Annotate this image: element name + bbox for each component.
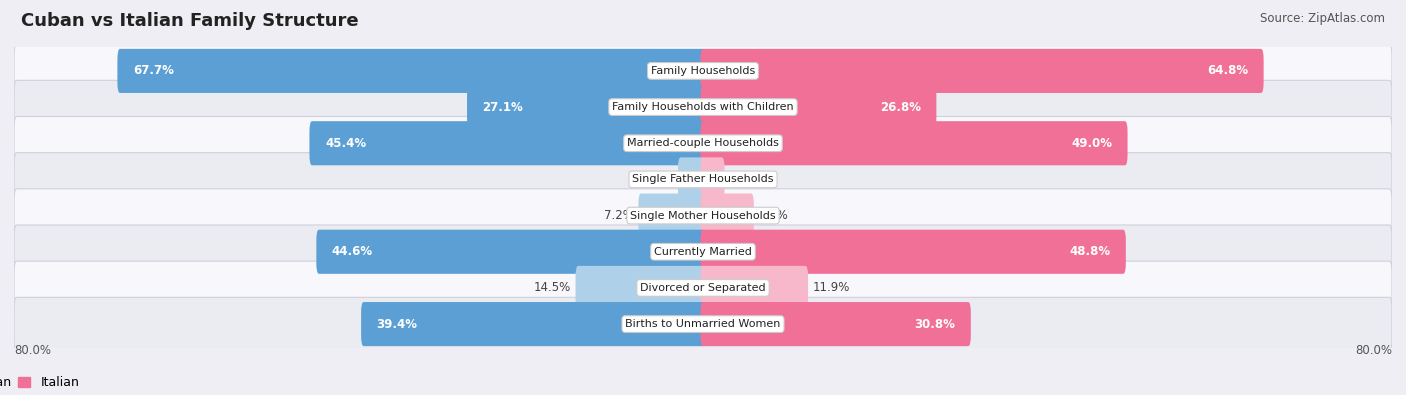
Text: 2.6%: 2.6% [644,173,673,186]
FancyBboxPatch shape [467,85,706,129]
Text: 80.0%: 80.0% [1355,344,1392,357]
FancyBboxPatch shape [700,266,808,310]
FancyBboxPatch shape [700,49,1264,93]
Legend: Cuban, Italian: Cuban, Italian [0,376,79,389]
Text: Single Father Households: Single Father Households [633,175,773,184]
Text: 48.8%: 48.8% [1069,245,1111,258]
Text: Family Households: Family Households [651,66,755,76]
FancyBboxPatch shape [117,49,706,93]
Text: Source: ZipAtlas.com: Source: ZipAtlas.com [1260,12,1385,25]
FancyBboxPatch shape [700,229,1126,274]
FancyBboxPatch shape [638,194,706,238]
FancyBboxPatch shape [700,157,724,201]
FancyBboxPatch shape [700,194,754,238]
FancyBboxPatch shape [14,44,1392,98]
Text: 64.8%: 64.8% [1206,64,1249,77]
Text: 30.8%: 30.8% [914,318,955,331]
Text: Single Mother Households: Single Mother Households [630,211,776,220]
FancyBboxPatch shape [14,261,1392,315]
Text: 80.0%: 80.0% [14,344,51,357]
Text: 45.4%: 45.4% [325,137,366,150]
Text: 27.1%: 27.1% [482,101,523,114]
Text: Family Households with Children: Family Households with Children [612,102,794,112]
Text: 7.2%: 7.2% [605,209,634,222]
Text: 39.4%: 39.4% [377,318,418,331]
Text: 5.6%: 5.6% [758,209,787,222]
FancyBboxPatch shape [316,229,706,274]
Text: 26.8%: 26.8% [880,101,921,114]
FancyBboxPatch shape [700,121,1128,166]
FancyBboxPatch shape [14,152,1392,206]
FancyBboxPatch shape [309,121,706,166]
Text: 14.5%: 14.5% [534,281,571,294]
Text: 2.2%: 2.2% [728,173,759,186]
FancyBboxPatch shape [678,157,706,201]
FancyBboxPatch shape [361,302,706,346]
FancyBboxPatch shape [700,85,936,129]
Text: 44.6%: 44.6% [332,245,373,258]
FancyBboxPatch shape [14,225,1392,278]
Text: 49.0%: 49.0% [1071,137,1112,150]
Text: Currently Married: Currently Married [654,247,752,257]
Text: Married-couple Households: Married-couple Households [627,138,779,148]
FancyBboxPatch shape [14,189,1392,243]
FancyBboxPatch shape [575,266,706,310]
Text: Births to Unmarried Women: Births to Unmarried Women [626,319,780,329]
FancyBboxPatch shape [700,302,970,346]
FancyBboxPatch shape [14,297,1392,351]
FancyBboxPatch shape [14,117,1392,170]
FancyBboxPatch shape [14,80,1392,134]
Text: 67.7%: 67.7% [134,64,174,77]
Text: 11.9%: 11.9% [813,281,849,294]
Text: Cuban vs Italian Family Structure: Cuban vs Italian Family Structure [21,12,359,30]
Text: Divorced or Separated: Divorced or Separated [640,283,766,293]
